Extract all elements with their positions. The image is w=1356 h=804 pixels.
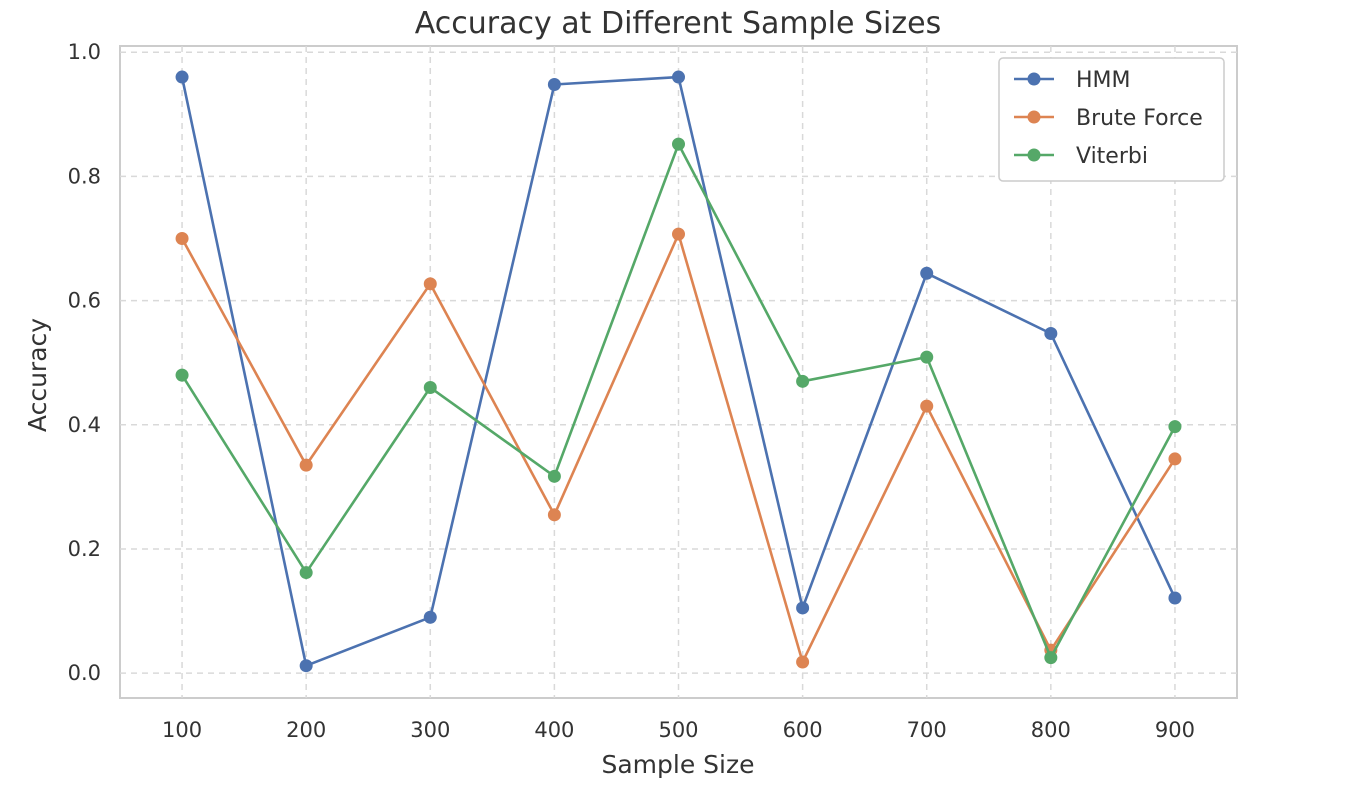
data-point-hmm [547,77,561,91]
y-tick-label: 0.0 [68,661,101,685]
legend-label-hmm: HMM [1076,68,1131,93]
data-point-viterbi [1044,651,1058,665]
data-point-hmm [1044,327,1058,341]
x-tick-label: 300 [410,718,450,742]
data-point-brute-force [920,399,934,413]
data-point-brute-force [299,458,313,472]
y-tick-label: 1.0 [68,40,101,64]
legend-swatch-marker-brute-force [1027,110,1041,124]
data-point-brute-force [672,227,685,241]
y-tick-label: 0.8 [68,164,101,188]
axis-ticks: 100 200 300 400 500 600 700 800 900 0.0 0.2 0.4 0.6 0… [68,40,1195,742]
data-point-viterbi [796,374,810,388]
data-point-brute-force [796,655,810,669]
legend: HMM Brute Force Viterbi [998,57,1225,182]
data-point-hmm [423,610,437,624]
series-lines [175,70,1182,673]
series-viterbi [175,137,1182,665]
data-point-viterbi [1168,420,1182,434]
series-brute-force [175,227,1182,669]
data-point-hmm [920,266,934,280]
x-tick-label: 400 [534,718,574,742]
data-point-hmm [1168,591,1182,605]
data-point-viterbi [175,368,189,382]
data-point-viterbi [547,469,561,483]
data-point-viterbi [299,566,313,580]
x-tick-label: 100 [162,718,202,742]
data-point-viterbi [672,137,685,151]
x-tick-label: 800 [1031,718,1071,742]
legend-label-viterbi: Viterbi [1076,144,1148,169]
x-tick-label: 500 [658,718,698,742]
legend-label-brute-force: Brute Force [1076,106,1203,131]
y-axis-title: Accuracy [23,318,52,432]
data-point-viterbi [423,381,437,395]
y-tick-label: 0.2 [68,537,101,561]
data-point-hmm [299,659,313,673]
x-tick-label: 900 [1155,718,1195,742]
x-axis-title: Sample Size [601,750,754,779]
data-point-brute-force [547,508,561,522]
data-point-brute-force [175,231,189,245]
x-tick-label: 700 [907,718,947,742]
series-hmm [175,70,1182,673]
data-point-hmm [175,70,189,84]
legend-swatch-marker-hmm [1027,72,1041,86]
data-point-hmm [672,70,685,84]
data-point-brute-force [1168,452,1182,466]
legend-box [998,57,1225,182]
grid-lines [120,46,1237,698]
chart-title: Accuracy at Different Sample Sizes [415,6,941,41]
y-tick-label: 0.6 [68,289,101,313]
data-point-viterbi [920,350,934,364]
data-point-hmm [796,601,810,615]
x-tick-label: 200 [286,718,326,742]
y-tick-label: 0.4 [68,413,101,437]
data-point-brute-force [423,277,437,291]
legend-swatch-marker-viterbi [1027,148,1041,162]
x-tick-label: 600 [783,718,823,742]
